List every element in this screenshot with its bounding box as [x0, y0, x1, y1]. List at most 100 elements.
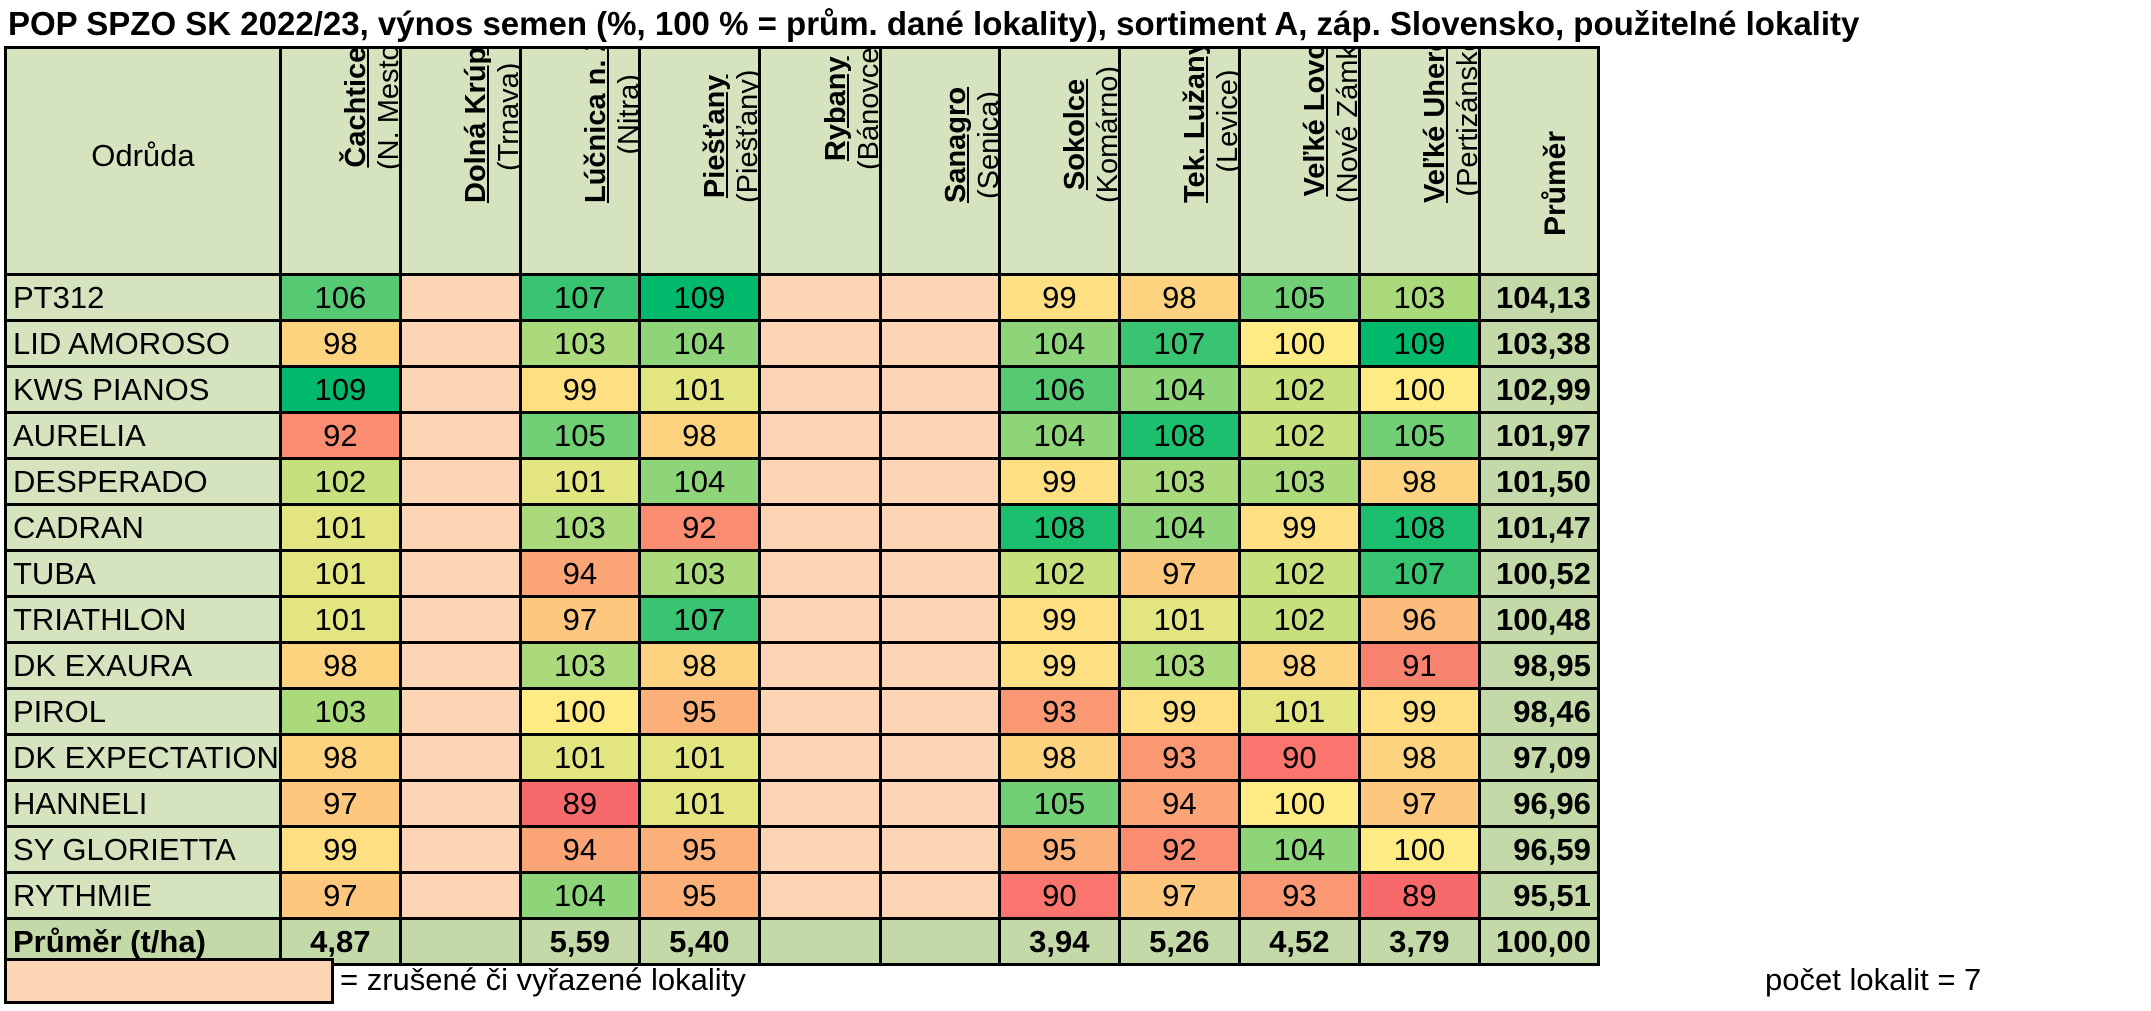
excluded-cell [757, 273, 882, 322]
header-location-2: Lúčnica n. Ž. (Nitra) [518, 46, 641, 276]
yield-cell: 109 [278, 365, 402, 414]
excluded-cell [878, 411, 1001, 460]
table-row: CADRAN 101 103 92 108 104 99 108 101,47 [4, 503, 1600, 552]
header-location-3: Piešťany (Piešťany) [637, 46, 761, 276]
variety-name: PT312 [4, 273, 282, 322]
location-sub: (Komárno) [1092, 66, 1120, 203]
average-cell: 101,50 [1477, 457, 1600, 506]
chart-title: POP SPZO SK 2022/23, výnos semen (%, 100… [8, 5, 1860, 42]
excluded-cell [878, 641, 1001, 690]
yield-cell: 101 [278, 503, 402, 552]
header-location-6: Sokolce (Komárno) [997, 46, 1121, 276]
excluded-cell [757, 779, 882, 828]
location-name: Rybany [819, 56, 852, 162]
yield-cell: 100 [1357, 825, 1481, 874]
location-name: Dolná Krúpa [460, 47, 493, 204]
excluded-cell [878, 779, 1001, 828]
excluded-cell [878, 319, 1001, 368]
table-row: SY GLORIETTA 99 94 95 95 92 104 100 96,59 [4, 825, 1600, 874]
excluded-cell [757, 825, 882, 874]
yield-cell: 100 [1237, 319, 1361, 368]
yield-cell: 102 [1237, 365, 1361, 414]
yield-cell: 103 [1237, 457, 1361, 506]
excluded-cell [398, 871, 522, 920]
yield-cell: 105 [1237, 273, 1361, 322]
excluded-cell [398, 641, 522, 690]
yield-cell: 100 [518, 687, 641, 736]
average-cell: 101,47 [1477, 503, 1600, 552]
excluded-cell [757, 457, 882, 506]
excluded-cell [398, 779, 522, 828]
yield-cell: 101 [278, 595, 402, 644]
yield-cell: 108 [997, 503, 1121, 552]
yield-cell: 101 [637, 779, 761, 828]
yield-cell: 104 [637, 457, 761, 506]
excluded-cell [398, 411, 522, 460]
excluded-cell [878, 503, 1001, 552]
yield-cell: 90 [1237, 733, 1361, 782]
yield-cell: 97 [1117, 871, 1241, 920]
footer-yield-cell: 4,87 [278, 917, 402, 966]
location-sub: (N. Mesto [373, 47, 401, 171]
yield-cell: 90 [997, 871, 1121, 920]
yield-cell: 106 [278, 273, 402, 322]
yield-cell: 89 [518, 779, 641, 828]
yield-cell: 104 [1117, 365, 1241, 414]
excluded-cell [878, 273, 1001, 322]
excluded-cell [878, 549, 1001, 598]
footer-yield-cell [878, 917, 1001, 966]
yield-cell: 104 [1117, 503, 1241, 552]
footer-yield-cell: 5,59 [518, 917, 641, 966]
yield-cell: 99 [1357, 687, 1481, 736]
excluded-cell [398, 503, 522, 552]
yield-cell: 105 [997, 779, 1121, 828]
footer-label: Průměr (t/ha) [4, 917, 282, 966]
yield-cell: 104 [1237, 825, 1361, 874]
variety-name: AURELIA [4, 411, 282, 460]
yield-cell: 101 [637, 733, 761, 782]
table-row: DK EXAURA 98 103 98 99 103 98 91 98,95 [4, 641, 1600, 690]
yield-cell: 109 [637, 273, 761, 322]
excluded-cell [878, 365, 1001, 414]
excluded-cell [757, 319, 882, 368]
excluded-cell [757, 871, 882, 920]
excluded-cell [757, 411, 882, 460]
yield-cell: 104 [518, 871, 641, 920]
table-row: DK EXPECTATION 98 101 101 98 93 90 98 97,09 [4, 733, 1600, 782]
excluded-cell [878, 595, 1001, 644]
yield-cell: 102 [1237, 595, 1361, 644]
legend-text: = zrušené či vyřazené lokality [340, 962, 746, 997]
variety-name: TRIATHLON [4, 595, 282, 644]
yield-cell: 100 [1357, 365, 1481, 414]
yield-cell: 98 [637, 641, 761, 690]
yield-cell: 106 [997, 365, 1121, 414]
excluded-cell [757, 733, 882, 782]
location-sub: (Senica) [972, 90, 1000, 199]
footer-yield-cell: 5,40 [637, 917, 761, 966]
yield-cell: 94 [1117, 779, 1241, 828]
yield-cell: 94 [518, 549, 641, 598]
header-location-0: Čachtice(N. Meston.V.) [278, 46, 402, 276]
yield-cell: 105 [1357, 411, 1481, 460]
excluded-cell [878, 687, 1001, 736]
header-location-4: Rybany(Bánovcen.B.) [757, 46, 882, 276]
variety-name: KWS PIANOS [4, 365, 282, 414]
variety-name: DK EXAURA [4, 641, 282, 690]
yield-cell: 107 [637, 595, 761, 644]
yield-cell: 99 [997, 457, 1121, 506]
excluded-cell [398, 457, 522, 506]
yield-cell: 101 [637, 365, 761, 414]
yield-cell: 98 [1357, 733, 1481, 782]
location-sub: (Nové Zámky) [1332, 51, 1360, 204]
header-location-9: Veľké Uherce(Pertizánske) [1357, 46, 1481, 276]
yield-cell: 104 [997, 319, 1121, 368]
yield-cell: 103 [1117, 641, 1241, 690]
average-cell: 101,97 [1477, 411, 1600, 460]
excluded-cell [757, 687, 882, 736]
yield-cell: 99 [1117, 687, 1241, 736]
yield-cell: 95 [637, 825, 761, 874]
excluded-cell [398, 319, 522, 368]
variety-name: TUBA [4, 549, 282, 598]
average-cell: 103,38 [1477, 319, 1600, 368]
